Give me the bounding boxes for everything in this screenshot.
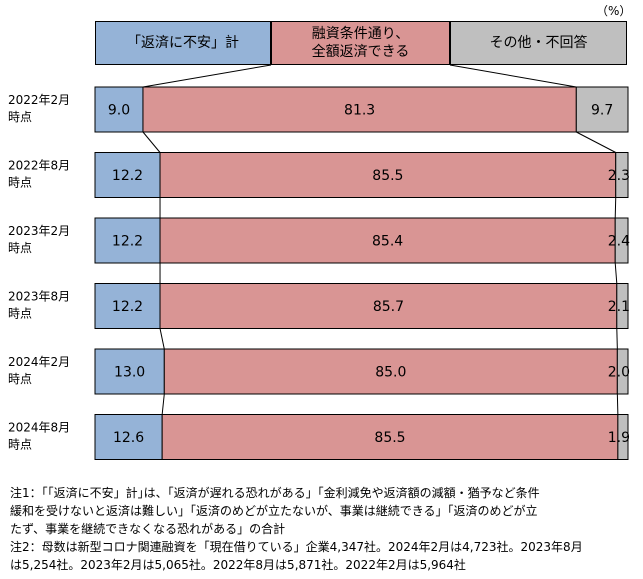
value-label-other: 2.3	[608, 168, 630, 184]
note-line-1: 注1：｢「返済に不安」計｣は、「返済が遅れる恐れがある」「金利減免や返済額の減額…	[10, 486, 540, 500]
value-label-anxiety: 12.2	[112, 168, 143, 184]
bar-anxiety	[94, 414, 163, 460]
value-label-anxiety: 12.2	[112, 234, 143, 250]
bar-full-repayment	[163, 348, 618, 395]
value-label-full-repayment: 85.4	[372, 234, 403, 250]
category-label: 2023年8月時点	[8, 290, 70, 321]
category-label: 2022年8月時点	[8, 159, 70, 190]
series-connector-line	[159, 328, 165, 350]
bar-other	[575, 86, 629, 133]
bar-other	[616, 348, 629, 395]
note-line-4: 注2：母数は新型コロナ関連融資を「現在借りている」企業4,347社。2024年2…	[10, 540, 583, 554]
legend-full-repayment-label: 融資条件通り、 全額返済できる	[311, 26, 410, 60]
value-label-anxiety: 9.0	[108, 103, 130, 119]
value-label-anxiety: 12.6	[113, 430, 144, 446]
bar-full-repayment	[159, 283, 618, 329]
legend-anxiety-label: 「返済に不安」計	[127, 35, 239, 51]
bar-full-repayment	[159, 217, 616, 264]
series-connector-line	[576, 131, 616, 153]
legend-anxiety: 「返済に不安」計	[95, 21, 271, 65]
category-label: 2022年2月時点	[8, 93, 70, 124]
series-connector-line	[616, 393, 619, 415]
series-connector-line	[614, 262, 618, 284]
value-label-full-repayment: 85.7	[373, 299, 404, 315]
legend-other-label: その他・不回答	[489, 35, 588, 51]
value-label-other: 9.7	[591, 103, 613, 119]
value-label-full-repayment: 85.5	[372, 168, 403, 184]
value-label-other: 1.9	[608, 430, 630, 446]
bar-full-repayment	[159, 152, 617, 198]
unit-label: （%）	[596, 4, 632, 18]
bar-other	[616, 283, 629, 329]
note-line-5: は5,254社。2023年2月は5,065社。2022年8月は5,871社。20…	[10, 558, 466, 572]
category-label: 2023年2月時点	[8, 224, 70, 255]
value-label-other: 2.0	[608, 365, 630, 381]
bar-anxiety	[94, 283, 161, 329]
value-label-full-repayment: 85.0	[375, 365, 406, 381]
value-label-other: 2.4	[608, 234, 630, 250]
bar-full-repayment	[161, 414, 619, 460]
value-label-anxiety: 13.0	[114, 365, 145, 381]
value-label-anxiety: 12.2	[112, 299, 143, 315]
value-label-other: 2.1	[608, 299, 630, 315]
bar-other	[615, 152, 629, 198]
chart-notes: 注1：｢「返済に不安」計｣は、「返済が遅れる恐れがある」「金利減免や返済額の減額…	[10, 484, 635, 574]
series-connector-line	[614, 197, 617, 219]
value-label-full-repayment: 85.5	[374, 430, 405, 446]
bar-other	[617, 414, 629, 460]
bar-full-repayment	[142, 86, 577, 133]
legend-full-repayment: 融資条件通り、 全額返済できる	[271, 21, 450, 65]
category-label: 2024年2月時点	[8, 355, 70, 386]
legend-other: その他・不回答	[450, 21, 627, 65]
category-label: 2024年8月時点	[8, 421, 70, 452]
value-label-full-repayment: 81.3	[344, 103, 375, 119]
note-line-3: たず、事業を継続できなくなる恐れがある」の合計	[10, 522, 286, 536]
series-connector-line	[161, 393, 165, 415]
legend-connector-line	[449, 64, 577, 88]
note-line-2: 緩和を受けないと返済は難しい」「返済のめどが立たないが、事業は継続できる」「返済…	[10, 504, 538, 518]
bar-anxiety	[94, 348, 165, 395]
legend-connector-line	[142, 64, 272, 88]
series-connector-line	[142, 131, 161, 153]
stacked-bar-chart: 2022年2月時点 9.0 81.3 9.7 2022年8月時点 12.2 85.5 2.3 2…	[8, 64, 630, 460]
series-connector-line	[616, 328, 618, 350]
bar-other	[614, 217, 629, 264]
